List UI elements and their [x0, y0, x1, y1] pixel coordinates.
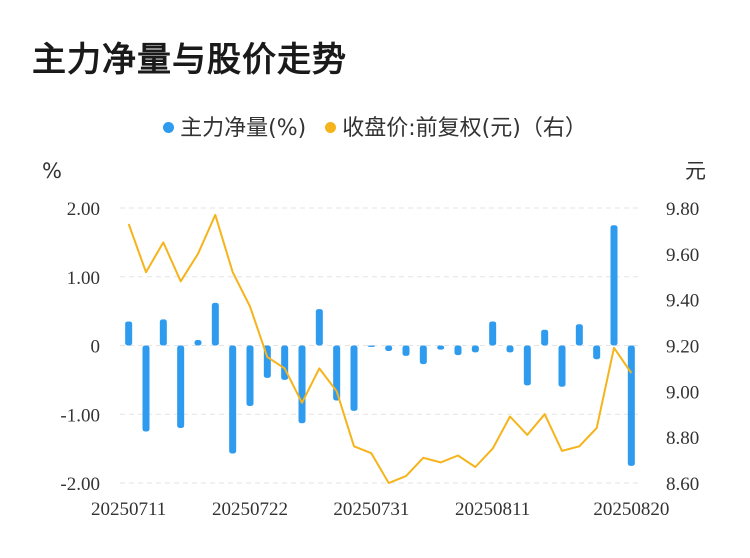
y-left-tick-label: -1.00	[60, 405, 100, 426]
bar[interactable]	[506, 345, 514, 353]
bar[interactable]	[142, 345, 150, 432]
bar[interactable]	[593, 345, 601, 360]
legend-bar-swatch	[163, 121, 175, 133]
chart-title: 主力净量与股价走势	[32, 40, 347, 80]
bar[interactable]	[194, 340, 202, 346]
bar[interactable]	[385, 345, 393, 352]
bar-series	[125, 225, 635, 466]
bar[interactable]	[437, 345, 445, 350]
bar[interactable]	[541, 329, 549, 346]
bar[interactable]	[454, 345, 462, 356]
y-right-tick-label: 9.20	[666, 337, 699, 358]
x-tick-label: 20250811	[455, 499, 530, 520]
y-right-tick-label: 9.40	[666, 291, 699, 312]
grid-lines	[120, 207, 640, 484]
x-tick-label: 20250711	[91, 499, 166, 520]
x-tick-label: 20250722	[212, 499, 288, 520]
price-line[interactable]	[127, 213, 633, 484]
y-right-tick-label: 9.80	[666, 199, 699, 220]
bar[interactable]	[211, 302, 219, 346]
bar[interactable]	[229, 345, 237, 454]
legend-line-swatch	[325, 121, 337, 133]
bar[interactable]	[471, 345, 479, 353]
y-left-ticks: 2.00 1.00 0 -1.00 -2.00	[60, 199, 100, 495]
y-right-tick-label: 9.60	[666, 245, 699, 266]
y-right-unit: 元	[685, 159, 706, 183]
bar[interactable]	[315, 309, 323, 346]
bar[interactable]	[246, 345, 254, 407]
bar[interactable]	[125, 321, 133, 346]
x-tick-label: 20250731	[333, 499, 409, 520]
bar[interactable]	[159, 319, 167, 346]
legend-line-label: 收盘价:前复权(元)（右）	[342, 116, 587, 141]
bar[interactable]	[610, 225, 618, 346]
bar[interactable]	[177, 345, 185, 429]
bar[interactable]	[627, 345, 635, 466]
y-right-tick-label: 8.60	[666, 474, 699, 495]
y-right-tick-label: 9.00	[666, 382, 699, 403]
bar[interactable]	[575, 324, 583, 346]
y-left-tick-label: 1.00	[67, 268, 100, 289]
x-tick-label: 20250820	[593, 499, 669, 520]
chart-legend: 主力净量(%) 收盘价:前复权(元)（右）	[0, 110, 750, 142]
bar[interactable]	[367, 345, 375, 347]
y-right-ticks: 9.80 9.60 9.40 9.20 9.00 8.80 8.60	[666, 199, 699, 495]
y-right-tick-label: 8.80	[666, 428, 699, 449]
legend-item-bar[interactable]: 主力净量(%)	[163, 110, 306, 142]
y-left-tick-label: -2.00	[60, 474, 100, 495]
bar[interactable]	[402, 345, 410, 356]
legend-item-line[interactable]: 收盘价:前复权(元)（右）	[325, 110, 587, 142]
bar[interactable]	[350, 345, 358, 411]
x-ticks: 20250711 20250722 20250731 20250811 20250820	[91, 499, 669, 520]
y-left-unit: %	[42, 159, 62, 183]
bar[interactable]	[419, 345, 427, 365]
bar[interactable]	[523, 345, 531, 386]
y-left-tick-label: 0	[91, 337, 101, 358]
bar[interactable]	[489, 321, 497, 346]
line-series	[127, 213, 633, 484]
bar[interactable]	[558, 345, 566, 387]
bar[interactable]	[298, 345, 306, 424]
bar[interactable]	[333, 345, 341, 401]
legend-bar-label: 主力净量(%)	[180, 116, 307, 141]
y-left-tick-label: 2.00	[67, 199, 100, 220]
